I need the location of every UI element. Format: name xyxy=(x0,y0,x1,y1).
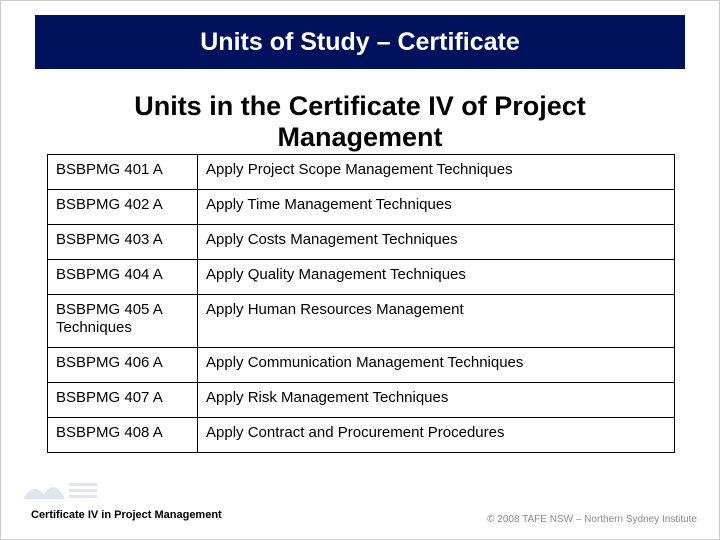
table-row: BSBPMG 407 AApply Risk Management Techni… xyxy=(48,383,674,418)
slide-subtitle: Units in the Certificate IV of Project M… xyxy=(1,91,719,153)
unit-code: BSBPMG 404 A xyxy=(48,260,198,294)
unit-code: BSBPMG 408 A xyxy=(48,418,198,452)
units-table: BSBPMG 401 AApply Project Scope Manageme… xyxy=(47,154,675,453)
unit-description: Apply Quality Management Techniques xyxy=(198,260,674,294)
table-row: BSBPMG 403 AApply Costs Management Techn… xyxy=(48,225,674,260)
unit-description: Apply Risk Management Techniques xyxy=(198,383,674,417)
table-row: BSBPMG 401 AApply Project Scope Manageme… xyxy=(48,155,674,190)
subtitle-line-2: Management xyxy=(1,122,719,153)
table-row: BSBPMG 408 AApply Contract and Procureme… xyxy=(48,418,674,452)
unit-description: Apply Time Management Techniques xyxy=(198,190,674,224)
tafe-logo xyxy=(21,469,101,505)
unit-description: Apply Project Scope Management Technique… xyxy=(198,155,674,189)
table-row: BSBPMG 406 AApply Communication Manageme… xyxy=(48,348,674,383)
footer-left-text: Certificate IV in Project Management xyxy=(31,509,222,521)
unit-code: BSBPMG 407 A xyxy=(48,383,198,417)
title-bar: Units of Study – Certificate xyxy=(35,15,685,69)
unit-code: BSBPMG 403 A xyxy=(48,225,198,259)
subtitle-line-1: Units in the Certificate IV of Project xyxy=(1,91,719,122)
table-row: BSBPMG 405 A TechniquesApply Human Resou… xyxy=(48,295,674,348)
unit-code: BSBPMG 406 A xyxy=(48,348,198,382)
slide: Units of Study – Certificate Units in th… xyxy=(0,0,720,540)
unit-code: BSBPMG 405 A Techniques xyxy=(48,295,198,347)
slide-title: Units of Study – Certificate xyxy=(200,28,520,57)
footer-right-copyright: © 2008 TAFE NSW – Northern Sydney Instit… xyxy=(487,514,697,525)
table-row: BSBPMG 404 AApply Quality Management Tec… xyxy=(48,260,674,295)
unit-description: Apply Costs Management Techniques xyxy=(198,225,674,259)
unit-description: Apply Communication Management Technique… xyxy=(198,348,674,382)
unit-code: BSBPMG 402 A xyxy=(48,190,198,224)
unit-description: Apply Human Resources Management xyxy=(198,295,674,347)
table-row: BSBPMG 402 AApply Time Management Techni… xyxy=(48,190,674,225)
unit-description: Apply Contract and Procurement Procedure… xyxy=(198,418,674,452)
unit-code: BSBPMG 401 A xyxy=(48,155,198,189)
